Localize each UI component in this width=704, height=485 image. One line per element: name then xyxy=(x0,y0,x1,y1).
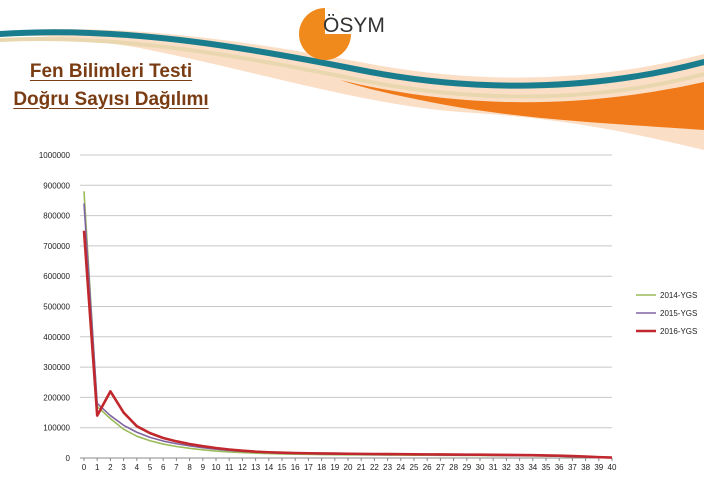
legend-label-2015-ygs: 2015-YGS xyxy=(660,309,697,318)
legend-label-2016-ygs: 2016-YGS xyxy=(660,327,697,336)
slide-title-line1: Fen Bilimleri Testi xyxy=(29,61,193,82)
header-wave-light xyxy=(0,37,704,99)
x-tick-label: 15 xyxy=(278,463,287,472)
line-chart: 0 100000 200000 300000 400000 500000 600000 700… xyxy=(39,151,698,472)
x-tick-label: 16 xyxy=(291,463,300,472)
x-tick-label: 32 xyxy=(502,463,511,472)
y-tick-label: 900000 xyxy=(43,181,70,190)
y-tick-label: 400000 xyxy=(43,333,70,342)
legend-label-2014-ygs: 2014-YGS xyxy=(660,291,697,300)
x-tick-label: 38 xyxy=(581,463,590,472)
x-tick-label: 10 xyxy=(212,463,221,472)
x-tick-label: 5 xyxy=(148,463,153,472)
x-tick-label: 29 xyxy=(462,463,471,472)
x-tick-label: 39 xyxy=(594,463,603,472)
x-tick-label: 27 xyxy=(436,463,445,472)
x-tick-label: 20 xyxy=(344,463,353,472)
x-tick-label: 30 xyxy=(476,463,485,472)
x-tick-label: 17 xyxy=(304,463,313,472)
x-tick-label: 25 xyxy=(410,463,419,472)
x-axis-ticks: 0 1 2 3 4 5 6 7 8 9 10 11 12 13 14 15 16 17 18 19 20 21 22 23 24… xyxy=(82,463,617,472)
x-tick-label: 4 xyxy=(135,463,140,472)
x-tick-label: 14 xyxy=(264,463,273,472)
y-tick-label: 1000000 xyxy=(39,151,71,160)
x-tick-label: 37 xyxy=(568,463,577,472)
x-tick-label: 7 xyxy=(174,463,179,472)
x-tick-label: 6 xyxy=(161,463,166,472)
x-tick-label: 22 xyxy=(370,463,379,472)
x-tick-label: 24 xyxy=(396,463,405,472)
y-tick-label: 800000 xyxy=(43,212,70,221)
x-tick-label: 13 xyxy=(251,463,260,472)
x-tick-label: 19 xyxy=(330,463,339,472)
x-tick-label: 26 xyxy=(423,463,432,472)
x-tick-label: 28 xyxy=(449,463,458,472)
slide-title: Fen Bilimleri Testi Doğru Sayısı Dağılım… xyxy=(0,58,222,114)
x-tick-label: 12 xyxy=(238,463,247,472)
series-line-2014-ygs xyxy=(83,191,613,459)
y-tick-label: 700000 xyxy=(43,242,70,251)
x-tick-label: 11 xyxy=(225,463,234,472)
x-tick-label: 40 xyxy=(608,463,617,472)
x-tick-label: 9 xyxy=(201,463,206,472)
header-banner: ÖSYM xyxy=(0,8,704,150)
chart-gridlines xyxy=(80,154,613,461)
y-tick-label: 500000 xyxy=(43,303,70,312)
x-tick-label: 1 xyxy=(95,463,100,472)
x-tick-label: 21 xyxy=(357,463,366,472)
x-tick-label: 0 xyxy=(82,463,87,472)
series-line-2015-ygs xyxy=(83,203,613,459)
x-tick-label: 36 xyxy=(555,463,564,472)
x-tick-label: 23 xyxy=(383,463,392,472)
x-tick-label: 3 xyxy=(121,463,126,472)
x-tick-label: 18 xyxy=(317,463,326,472)
x-tick-label: 35 xyxy=(542,463,551,472)
x-tick-label: 31 xyxy=(489,463,498,472)
y-tick-label: 300000 xyxy=(43,363,70,372)
x-tick-label: 8 xyxy=(187,463,192,472)
series-line-2016-ygs xyxy=(82,230,613,459)
slide-title-line2: Doğru Sayısı Dağılımı xyxy=(13,89,209,110)
y-tick-label: 600000 xyxy=(43,272,70,281)
chart-series xyxy=(82,191,613,459)
chart-legend: 2014-YGS 2015-YGS 2016-YGS xyxy=(636,291,697,336)
y-tick-label: 0 xyxy=(66,454,71,463)
y-tick-label: 100000 xyxy=(43,424,70,433)
header-wave-orange-band xyxy=(340,80,704,130)
header-wave-orange xyxy=(0,29,704,150)
x-tick-label: 33 xyxy=(515,463,524,472)
logo-text: ÖSYM xyxy=(323,14,385,37)
y-axis-ticks: 0 100000 200000 300000 400000 500000 600000 700… xyxy=(39,151,71,463)
y-tick-label: 200000 xyxy=(43,393,70,402)
x-tick-label: 2 xyxy=(108,463,113,472)
logo-circle-cutout xyxy=(325,8,351,34)
header-wave-teal xyxy=(0,29,704,89)
x-tick-label: 34 xyxy=(528,463,537,472)
